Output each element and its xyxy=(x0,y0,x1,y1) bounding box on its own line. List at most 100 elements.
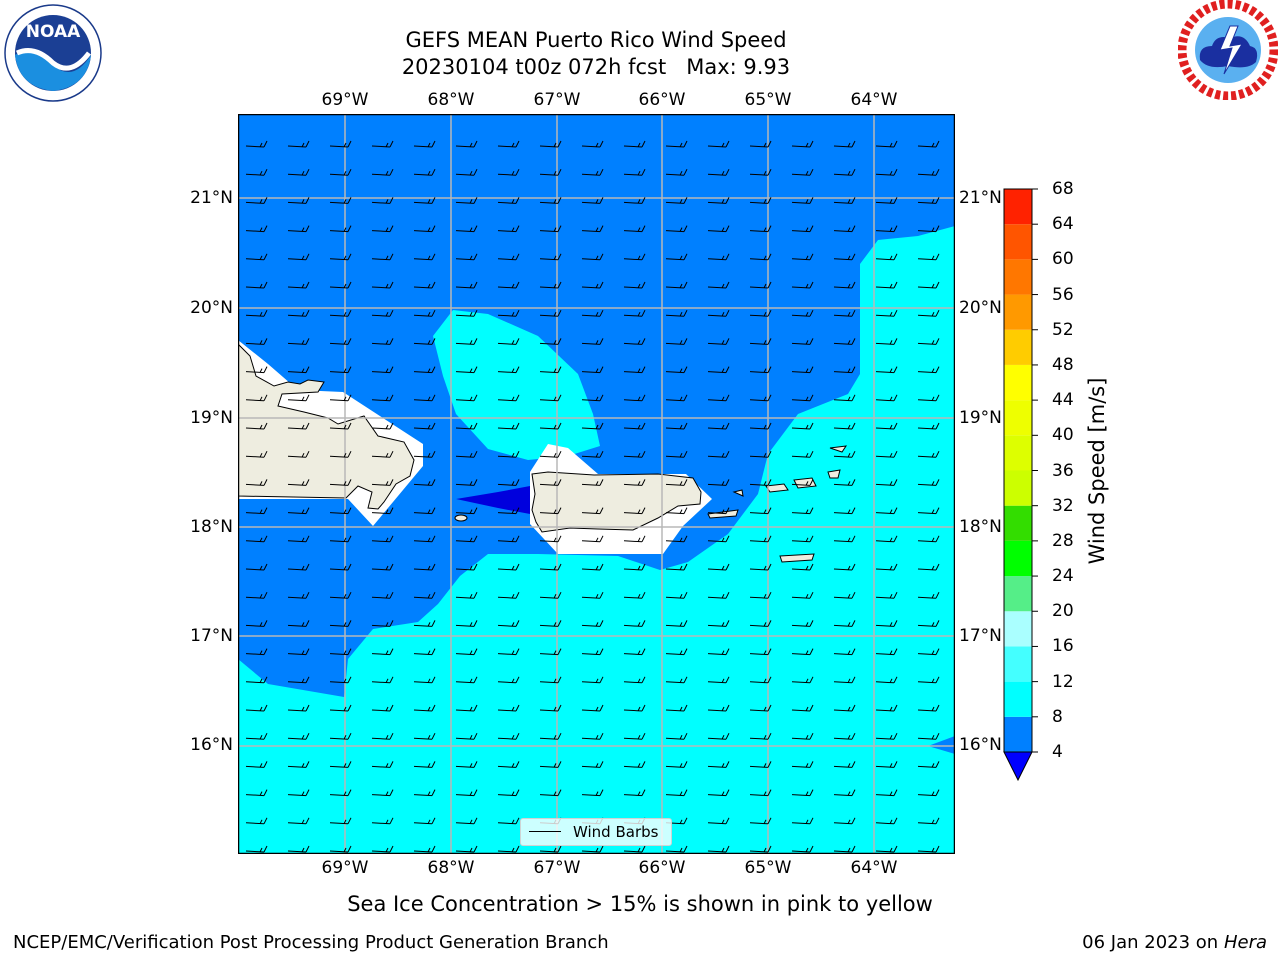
svg-text:NOAA: NOAA xyxy=(26,22,81,42)
wind-barb xyxy=(497,253,520,261)
wind-barb xyxy=(581,479,604,486)
wind-barb xyxy=(749,817,772,825)
wind-barb xyxy=(497,535,520,543)
lat-label-left: 19°N xyxy=(190,408,233,428)
wind-barb xyxy=(833,676,856,684)
wind-barb xyxy=(371,591,394,599)
wind-barb xyxy=(329,253,352,261)
wind-barb xyxy=(749,704,772,712)
wind-barb xyxy=(371,648,394,656)
wind-barb xyxy=(329,140,352,148)
wind-barb xyxy=(455,845,478,853)
lon-label-bottom: 67°W xyxy=(533,858,581,878)
wind-barb xyxy=(623,676,646,684)
wind-barb xyxy=(329,732,352,740)
wind-barb xyxy=(245,563,268,571)
wind-barb xyxy=(791,281,814,289)
wind-barb xyxy=(539,422,562,430)
wind-barb xyxy=(245,197,268,204)
colorbar-svg xyxy=(1003,188,1038,782)
wind-fill-east-streak xyxy=(928,736,955,754)
colorbar-tick-label: 4 xyxy=(1052,742,1063,762)
wind-barb xyxy=(455,789,478,797)
wind-barb xyxy=(455,704,478,712)
wind-barb xyxy=(497,225,520,233)
wind-barb xyxy=(329,281,352,289)
wind-barb xyxy=(329,648,352,656)
lon-label-bottom: 66°W xyxy=(638,858,686,878)
wind-barb xyxy=(455,394,478,402)
wind-barb xyxy=(455,591,478,599)
colorbar-tick-label: 68 xyxy=(1052,179,1074,199)
wind-barb xyxy=(875,422,898,430)
wind-barb xyxy=(623,507,646,515)
wind-barb xyxy=(371,732,394,740)
wind-barb xyxy=(665,563,688,571)
wind-barb xyxy=(917,620,940,627)
wind-barb xyxy=(455,620,478,627)
wind-barb xyxy=(455,535,478,543)
wind-barb xyxy=(875,281,898,289)
wind-barb xyxy=(497,140,520,148)
wind-barb xyxy=(875,563,898,571)
map-frame xyxy=(237,113,956,855)
wind-barb xyxy=(413,140,436,148)
wind-barb xyxy=(371,366,394,374)
wind-fill-below-4 xyxy=(456,486,530,514)
wind-barb xyxy=(665,450,688,458)
wind-barb xyxy=(833,422,856,430)
wind-barb xyxy=(917,366,940,374)
wind-barb xyxy=(413,338,436,345)
wind-barb xyxy=(497,394,520,402)
wind-barb xyxy=(791,140,814,148)
wind-barb xyxy=(539,450,562,458)
wind-barb xyxy=(455,422,478,430)
wind-barb xyxy=(371,394,394,402)
wind-barb xyxy=(329,704,352,712)
lon-label-bottom: 69°W xyxy=(321,858,369,878)
lat-label-right: 17°N xyxy=(959,626,1002,646)
wind-barb xyxy=(665,676,688,684)
wind-barb xyxy=(623,620,646,627)
wind-barb xyxy=(497,563,520,571)
wind-barb xyxy=(707,761,730,768)
wind-barb xyxy=(287,676,310,684)
wind-barb xyxy=(791,394,814,402)
footer-date: 06 Jan 2023 on Hera xyxy=(1082,932,1267,954)
wind-barb xyxy=(413,620,436,627)
wind-barb xyxy=(413,845,436,853)
wind-barb xyxy=(287,845,310,853)
wind-barb xyxy=(287,366,310,374)
wind-barb xyxy=(749,168,772,176)
wind-barb xyxy=(413,168,436,176)
wind-barb xyxy=(875,479,898,486)
colorbar-tick-label: 24 xyxy=(1052,566,1074,587)
wind-barb xyxy=(581,845,604,853)
wind-barb xyxy=(623,225,646,233)
wind-barb xyxy=(749,620,772,627)
colorbar-segment xyxy=(1004,224,1032,260)
wind-barb xyxy=(287,197,310,204)
wind-barb xyxy=(371,338,394,345)
wind-barb xyxy=(833,366,856,374)
wind-barb xyxy=(329,168,352,176)
wind-barb xyxy=(875,394,898,402)
wind-barb xyxy=(371,535,394,543)
colorbar-segment xyxy=(1004,470,1032,506)
wind-barb xyxy=(749,225,772,233)
colorbar-segment xyxy=(1004,435,1032,471)
wind-barb xyxy=(875,535,898,543)
wind-barb xyxy=(455,168,478,176)
wind-barb xyxy=(749,563,772,571)
wind-barb xyxy=(749,591,772,599)
wind-barb xyxy=(581,394,604,402)
wind-barb xyxy=(875,817,898,825)
wind-barb xyxy=(833,732,856,740)
wind-barb xyxy=(833,563,856,571)
wind-barb xyxy=(791,620,814,627)
vieques-island xyxy=(707,509,739,519)
wind-barb xyxy=(833,309,856,317)
wind-barb xyxy=(371,197,394,204)
wind-barb xyxy=(791,338,814,345)
wind-barb xyxy=(791,450,814,458)
